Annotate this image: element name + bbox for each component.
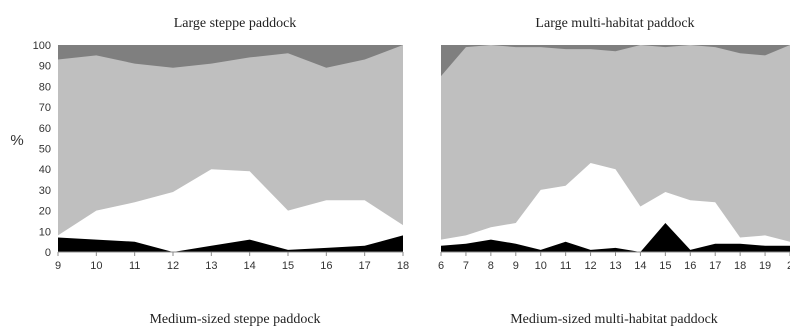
chart-2-area-1 bbox=[441, 223, 790, 252]
chart-1: 9 10 11 12 13 14 15 16 17 18 0 10 20 30 40 50 60 70 80 90 10… bbox=[33, 40, 409, 272]
chart-2-x-tick-label: 8 bbox=[488, 260, 494, 272]
chart-2-area-3 bbox=[441, 45, 790, 252]
chart-1-area-1 bbox=[58, 235, 403, 252]
chart-1-x-tick-label: 18 bbox=[397, 260, 409, 272]
chart-1-y-tick-label: 90 bbox=[39, 61, 51, 73]
chart-1-x-tick-label: 17 bbox=[359, 260, 371, 272]
chart-2-x-tick-label: 9 bbox=[513, 260, 519, 272]
chart-1-y-tick-label: 70 bbox=[39, 102, 51, 114]
chart-1-y-tick-label: 0 bbox=[45, 247, 51, 259]
chart-4-title: Medium-sized multi-habitat paddock bbox=[510, 312, 718, 327]
chart-2-x-tick-label: 7 bbox=[463, 260, 469, 272]
chart-1-x-tick-label: 12 bbox=[167, 260, 179, 272]
chart-1-x-tick-label: 9 bbox=[55, 260, 61, 272]
chart-2-x-tick-label: 17 bbox=[709, 260, 721, 272]
chart-3-title: Medium-sized steppe paddock bbox=[149, 312, 320, 327]
chart-1-title: Large steppe paddock bbox=[174, 16, 297, 31]
chart-2-area-2 bbox=[441, 163, 790, 252]
chart-2-x-tick-label: 11 bbox=[560, 260, 571, 272]
chart-2-x-tick-label: 13 bbox=[609, 260, 621, 272]
chart-1-y-tick-label: 20 bbox=[39, 206, 51, 218]
chart-2-title: Large multi-habitat paddock bbox=[535, 16, 694, 31]
chart-1-x-tick-label: 11 bbox=[129, 260, 140, 272]
chart-1-y-tick-label: 80 bbox=[39, 81, 51, 93]
chart-1-area-2 bbox=[58, 169, 403, 252]
chart-2-x-tick-label: 19 bbox=[759, 260, 771, 272]
chart-2: 6 7 8 9 10 11 12 13 14 15 16 17 18 19 2 bbox=[438, 45, 790, 272]
chart-1-x-tick-label: 13 bbox=[205, 260, 217, 272]
chart-1-x-tick-label: 10 bbox=[90, 260, 102, 272]
chart-1-y-tick-label: 10 bbox=[39, 226, 51, 238]
y-axis-label: % bbox=[10, 132, 23, 149]
chart-2-x-tick-label: 14 bbox=[634, 260, 646, 272]
chart-1-y-tick-label: 30 bbox=[39, 185, 51, 197]
chart-2-x-tick-label: 16 bbox=[684, 260, 696, 272]
chart-1-x-tick-label: 16 bbox=[320, 260, 332, 272]
chart-1-y-tick-label: 100 bbox=[33, 40, 51, 52]
chart-1-x-tick-label: 15 bbox=[282, 260, 294, 272]
chart-2-x-tick-label: 12 bbox=[584, 260, 596, 272]
chart-2-x-tick-label: 10 bbox=[535, 260, 547, 272]
chart-1-y-tick-label: 60 bbox=[39, 123, 51, 135]
chart-2-x-tick-label: 18 bbox=[734, 260, 746, 272]
chart-1-x-tick-label: 14 bbox=[244, 260, 256, 272]
chart-2-x-tick-label: 15 bbox=[659, 260, 671, 272]
chart-1-y-tick-label: 50 bbox=[39, 144, 51, 156]
chart-2-x-tick-label: 6 bbox=[438, 260, 444, 272]
chart-2-x-tick-label: 2 bbox=[787, 260, 790, 272]
chart-1-y-tick-label: 40 bbox=[39, 164, 51, 176]
